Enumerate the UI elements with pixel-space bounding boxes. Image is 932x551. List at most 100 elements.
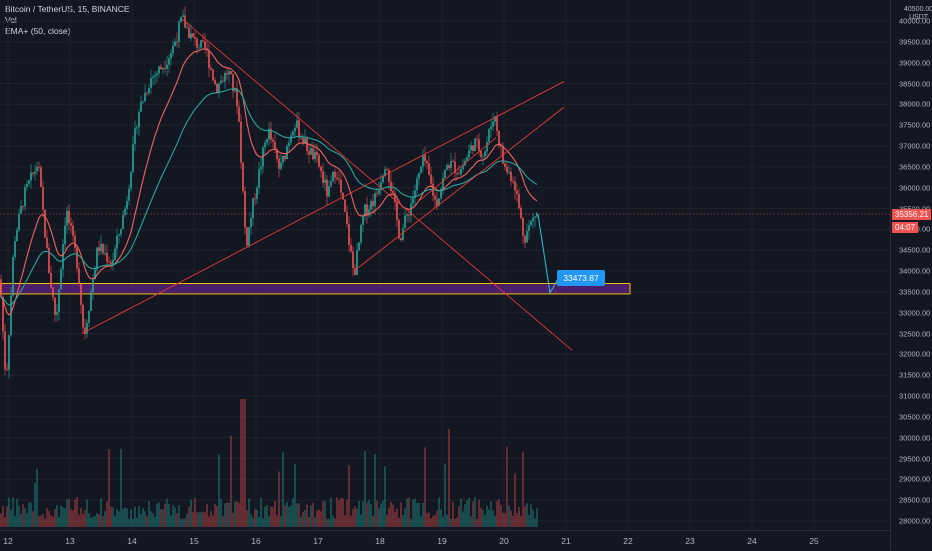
- candle-body: [212, 69, 214, 81]
- candle-body: [494, 116, 496, 122]
- candle-body: [72, 225, 74, 236]
- volume-bar: [230, 435, 232, 527]
- time-tick-label: 21: [561, 536, 571, 546]
- volume-bar: [102, 516, 104, 527]
- candle-body: [104, 253, 106, 254]
- volume-bar: [274, 500, 276, 527]
- candle-body: [322, 171, 324, 183]
- candle-body: [150, 78, 152, 88]
- candle-body: [448, 165, 450, 169]
- candle-body: [422, 154, 424, 167]
- volume-bar: [162, 509, 164, 527]
- candle-body: [374, 193, 376, 206]
- candle-body: [66, 210, 68, 226]
- candle-body: [194, 36, 196, 39]
- candle-body: [484, 151, 486, 157]
- volume-bar: [312, 502, 314, 527]
- volume-bar: [508, 505, 510, 527]
- candle-body: [4, 331, 6, 370]
- candle-body: [28, 180, 30, 184]
- volume-bar: [208, 516, 210, 527]
- candle-body: [232, 74, 234, 92]
- volume-bar: [62, 507, 64, 527]
- volume-bar: [348, 465, 350, 527]
- candle-body: [426, 161, 428, 164]
- volume-bar: [386, 514, 388, 527]
- candle-body: [304, 138, 306, 144]
- candle-body: [228, 71, 230, 75]
- candle-body: [26, 183, 28, 187]
- volume-indicator-label[interactable]: Vol: [5, 15, 17, 25]
- candle-body: [530, 221, 532, 226]
- volume-bar: [250, 514, 252, 527]
- volume-bar: [512, 515, 514, 527]
- volume-bar: [516, 512, 518, 527]
- symbol-line[interactable]: Bitcoin / TetherUS, 15, BINANCE: [5, 4, 130, 14]
- candle-body: [264, 142, 266, 148]
- candle-body: [30, 172, 32, 181]
- ema-50-line: [0, 88, 538, 306]
- candle-body: [348, 224, 350, 245]
- volume-bar: [394, 511, 396, 527]
- volume-bar: [194, 497, 196, 527]
- candle-body: [216, 84, 218, 93]
- volume-bar: [22, 504, 24, 527]
- volume-bar: [414, 498, 416, 527]
- candle-body: [368, 209, 370, 216]
- volume-bar: [20, 514, 22, 527]
- volume-bar: [494, 515, 496, 527]
- candle-body: [428, 163, 430, 175]
- volume-bar: [342, 498, 344, 527]
- price-chart[interactable]: [0, 0, 890, 530]
- volume-bar: [454, 518, 456, 527]
- candle-body: [2, 296, 4, 332]
- candle-body: [12, 257, 14, 296]
- volume-bar: [140, 513, 142, 527]
- price-axis[interactable]: 40000.00 39500.00 39000.00 38500.00 38000.00…: [890, 0, 932, 550]
- volume-bar: [258, 516, 260, 527]
- candle-body: [234, 88, 236, 92]
- candle-body: [370, 201, 372, 210]
- volume-bar: [320, 511, 322, 527]
- volume-bar: [122, 508, 124, 527]
- candle-body: [258, 169, 260, 188]
- candle-body: [514, 181, 516, 191]
- candle-body: [398, 219, 400, 239]
- candle-body: [334, 171, 336, 178]
- candle-body: [198, 47, 200, 49]
- candle-body: [270, 128, 272, 140]
- volume-bar: [68, 498, 70, 527]
- currency-label: 40500.00 USDT: [904, 6, 932, 22]
- candle-body: [98, 247, 100, 252]
- candle-body: [244, 191, 246, 228]
- volume-bar: [92, 516, 94, 527]
- target-price-label[interactable]: 33473.87: [557, 270, 605, 286]
- volume-bar: [290, 505, 292, 527]
- ema-lines: [0, 48, 538, 316]
- candle-body: [298, 120, 300, 138]
- volume-bar: [202, 511, 204, 527]
- price-tick-label: 32500.00: [899, 329, 931, 338]
- volume-bar: [152, 513, 154, 527]
- volume-bar: [246, 510, 248, 527]
- candle-body: [84, 327, 86, 334]
- volume-bar: [94, 516, 96, 527]
- candle-body: [60, 269, 62, 290]
- candle-body: [362, 216, 364, 225]
- candle-body: [278, 158, 280, 169]
- volume-bar: [464, 504, 466, 527]
- candle-body: [520, 208, 522, 219]
- time-tick-label: 22: [623, 536, 633, 546]
- volume-bar: [134, 506, 136, 527]
- candle-body: [214, 80, 216, 85]
- time-axis[interactable]: 12 13 14 15 16 17 18 19 20 21 22 23 24 25: [0, 530, 890, 551]
- channel-upper-line: [419, 137, 497, 201]
- volume-bar: [178, 505, 180, 527]
- ema-indicator-label[interactable]: EMA+ (50, close): [5, 26, 71, 36]
- candle-body: [108, 261, 110, 263]
- candle-body: [218, 83, 220, 93]
- volume-bar: [132, 518, 134, 527]
- volume-bar: [328, 518, 330, 527]
- volume-bar: [80, 507, 82, 527]
- volume-bar: [438, 497, 440, 527]
